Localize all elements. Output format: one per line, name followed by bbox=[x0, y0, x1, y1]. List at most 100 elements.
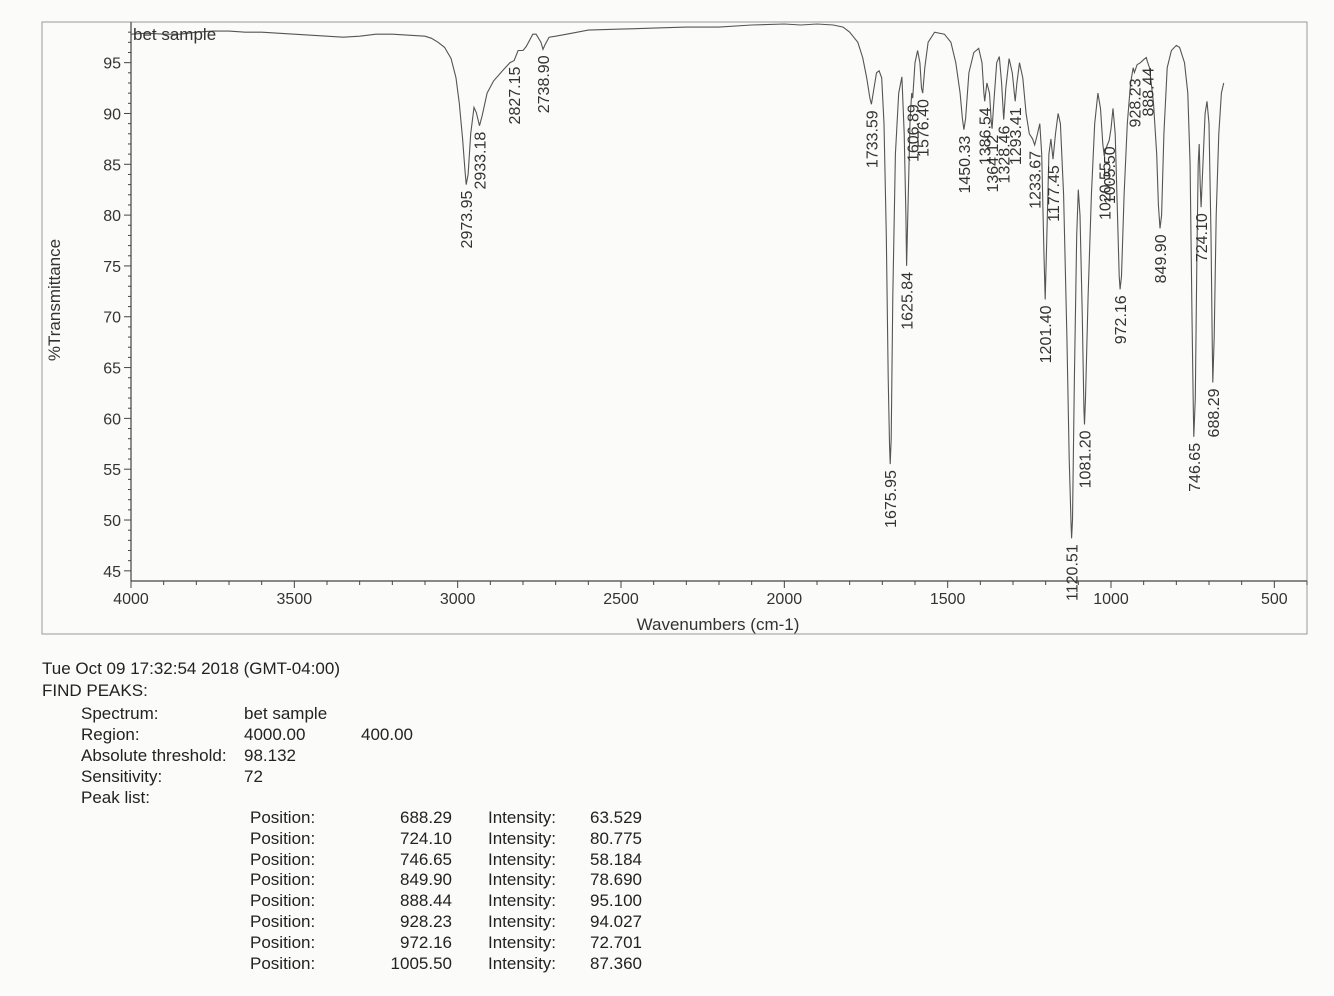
y-tick-label: 95 bbox=[103, 56, 121, 73]
y-tick-label: 80 bbox=[103, 208, 121, 225]
peak-label: 1081.20 bbox=[1078, 430, 1095, 488]
y-tick-label: 55 bbox=[103, 462, 121, 479]
threshold-label: Absolute threshold: bbox=[81, 746, 227, 765]
y-tick-label: 70 bbox=[103, 310, 121, 327]
intensity-label: Intensity: bbox=[488, 870, 557, 890]
peak-label: 1120.51 bbox=[1065, 544, 1082, 601]
x-axis-title: Wavenumbers (cm-1) bbox=[637, 615, 800, 634]
position-label: Position: bbox=[250, 808, 316, 827]
peak-label: 1625.84 bbox=[900, 272, 917, 330]
peak-position: 724.10 bbox=[400, 828, 452, 848]
peak-label: 1020.55 bbox=[1097, 162, 1114, 220]
table-row: Position: 746.65 Intensity: 58.184 bbox=[240, 850, 660, 871]
peak-intensity: 78.690 bbox=[590, 870, 642, 890]
peak-intensity: 58.184 bbox=[590, 849, 642, 869]
intensity-label: Intensity: bbox=[488, 932, 557, 952]
peak-position: 746.65 bbox=[400, 849, 452, 869]
y-tick-label: 75 bbox=[103, 259, 121, 276]
peak-intensity: 72.701 bbox=[590, 932, 642, 952]
ir-spectrum-chart: 4000 3500 3000 2500 2000 1500 1000 500 45 50 55 60 6… bbox=[41, 21, 1308, 635]
position-label: Position: bbox=[250, 828, 316, 848]
peak-label: 1177.45 bbox=[1046, 165, 1063, 222]
spectrum-label: Spectrum: bbox=[81, 704, 159, 723]
x-tick-label: 2500 bbox=[603, 591, 639, 608]
report-timestamp: Tue Oct 09 17:32:54 2018 (GMT-04:00) bbox=[42, 659, 340, 678]
peak-label: 1328.46 bbox=[997, 126, 1014, 184]
x-tick-label: 1000 bbox=[1093, 591, 1129, 608]
intensity-label: Intensity: bbox=[488, 808, 557, 827]
peak-position: 972.16 bbox=[400, 932, 452, 952]
table-row: Position: 688.29 Intensity: 63.529 bbox=[240, 808, 660, 829]
table-row: Position: 928.23 Intensity: 94.027 bbox=[240, 912, 660, 933]
chart-ticks: 4000 3500 3000 2500 2000 1500 1000 500 45 50 55 60 6… bbox=[103, 31, 1308, 608]
position-label: Position: bbox=[250, 891, 316, 911]
peak-intensity: 63.529 bbox=[590, 808, 642, 827]
peak-label: 1005.50 bbox=[1102, 146, 1119, 204]
peak-position: 849.90 bbox=[400, 870, 452, 890]
peak-label: 1450.33 bbox=[957, 136, 974, 194]
peak-label: 1233.67 bbox=[1028, 151, 1045, 209]
series-label: bet sample bbox=[133, 25, 216, 44]
table-row: Position: 849.90 Intensity: 78.690 bbox=[240, 870, 660, 891]
peak-list-table: Position: 688.29 Intensity: 63.529 Position… bbox=[240, 808, 660, 974]
peak-label: 1386.54 bbox=[978, 107, 995, 165]
position-label: Position: bbox=[250, 911, 316, 931]
sensitivity-label: Sensitivity: bbox=[81, 767, 163, 786]
peak-label: 1293.41 bbox=[1008, 107, 1025, 165]
peak-intensity: 94.027 bbox=[590, 911, 642, 931]
threshold-value: 98.132 bbox=[244, 746, 296, 765]
y-tick-label: 60 bbox=[103, 411, 121, 428]
report-heading: FIND PEAKS: bbox=[42, 681, 148, 700]
x-tick-label: 4000 bbox=[113, 591, 149, 608]
peak-label: 1733.59 bbox=[864, 110, 881, 168]
x-tick-label: 500 bbox=[1261, 591, 1288, 608]
intensity-label: Intensity: bbox=[488, 953, 557, 973]
intensity-label: Intensity: bbox=[488, 891, 557, 911]
peak-label: 1576.40 bbox=[916, 99, 933, 157]
peak-label: 2738.90 bbox=[536, 55, 553, 113]
peak-position: 888.44 bbox=[400, 891, 452, 911]
table-row: Position: 724.10 Intensity: 80.775 bbox=[240, 829, 660, 850]
peak-intensity: 95.100 bbox=[590, 891, 642, 911]
y-axis-title: %Transmittance bbox=[45, 239, 64, 361]
position-label: Position: bbox=[250, 870, 316, 890]
x-tick-label: 3500 bbox=[277, 591, 313, 608]
table-row: Position: 888.44 Intensity: 95.100 bbox=[240, 891, 660, 912]
peak-label: 928.23 bbox=[1127, 78, 1144, 127]
peak-label: 888.44 bbox=[1140, 67, 1157, 116]
peak-label: 1675.95 bbox=[883, 470, 900, 528]
position-label: Position: bbox=[250, 849, 316, 869]
spectrum-line bbox=[130, 23, 1225, 539]
y-tick-label: 85 bbox=[103, 157, 121, 174]
peak-position: 688.29 bbox=[400, 808, 452, 827]
y-tick-label: 65 bbox=[103, 361, 121, 378]
peak-label: 2827.15 bbox=[507, 67, 524, 125]
peak-label: 724.10 bbox=[1194, 213, 1211, 262]
peak-intensity: 80.775 bbox=[590, 828, 642, 848]
intensity-label: Intensity: bbox=[488, 911, 557, 931]
peak-label: 746.65 bbox=[1187, 443, 1204, 492]
y-tick-label: 50 bbox=[103, 513, 121, 530]
position-label: Position: bbox=[250, 932, 316, 952]
peak-position: 928.23 bbox=[400, 911, 452, 931]
peak-label: 688.29 bbox=[1206, 388, 1223, 437]
peak-label: 2933.18 bbox=[473, 132, 490, 190]
peak-label: 1364.12 bbox=[985, 135, 1002, 193]
sensitivity-value: 72 bbox=[244, 767, 263, 786]
peak-intensity: 87.360 bbox=[590, 953, 642, 973]
region-end: 400.00 bbox=[361, 725, 413, 744]
peak-label: 849.90 bbox=[1153, 234, 1170, 283]
position-label: Position: bbox=[250, 953, 316, 973]
region-start: 4000.00 bbox=[244, 725, 306, 744]
y-tick-label: 45 bbox=[103, 564, 121, 581]
spectrum-value: bet sample bbox=[244, 704, 328, 723]
peak-label: 972.16 bbox=[1113, 295, 1130, 344]
x-tick-label: 3000 bbox=[440, 591, 476, 608]
y-tick-label: 90 bbox=[103, 106, 121, 123]
peak-label: 2973.95 bbox=[459, 191, 476, 249]
peak-label: 1606.89 bbox=[906, 104, 923, 162]
peak-label: 1201.40 bbox=[1038, 305, 1055, 363]
peak-list-label: Peak list: bbox=[81, 788, 150, 807]
region-label: Region: bbox=[81, 725, 140, 744]
